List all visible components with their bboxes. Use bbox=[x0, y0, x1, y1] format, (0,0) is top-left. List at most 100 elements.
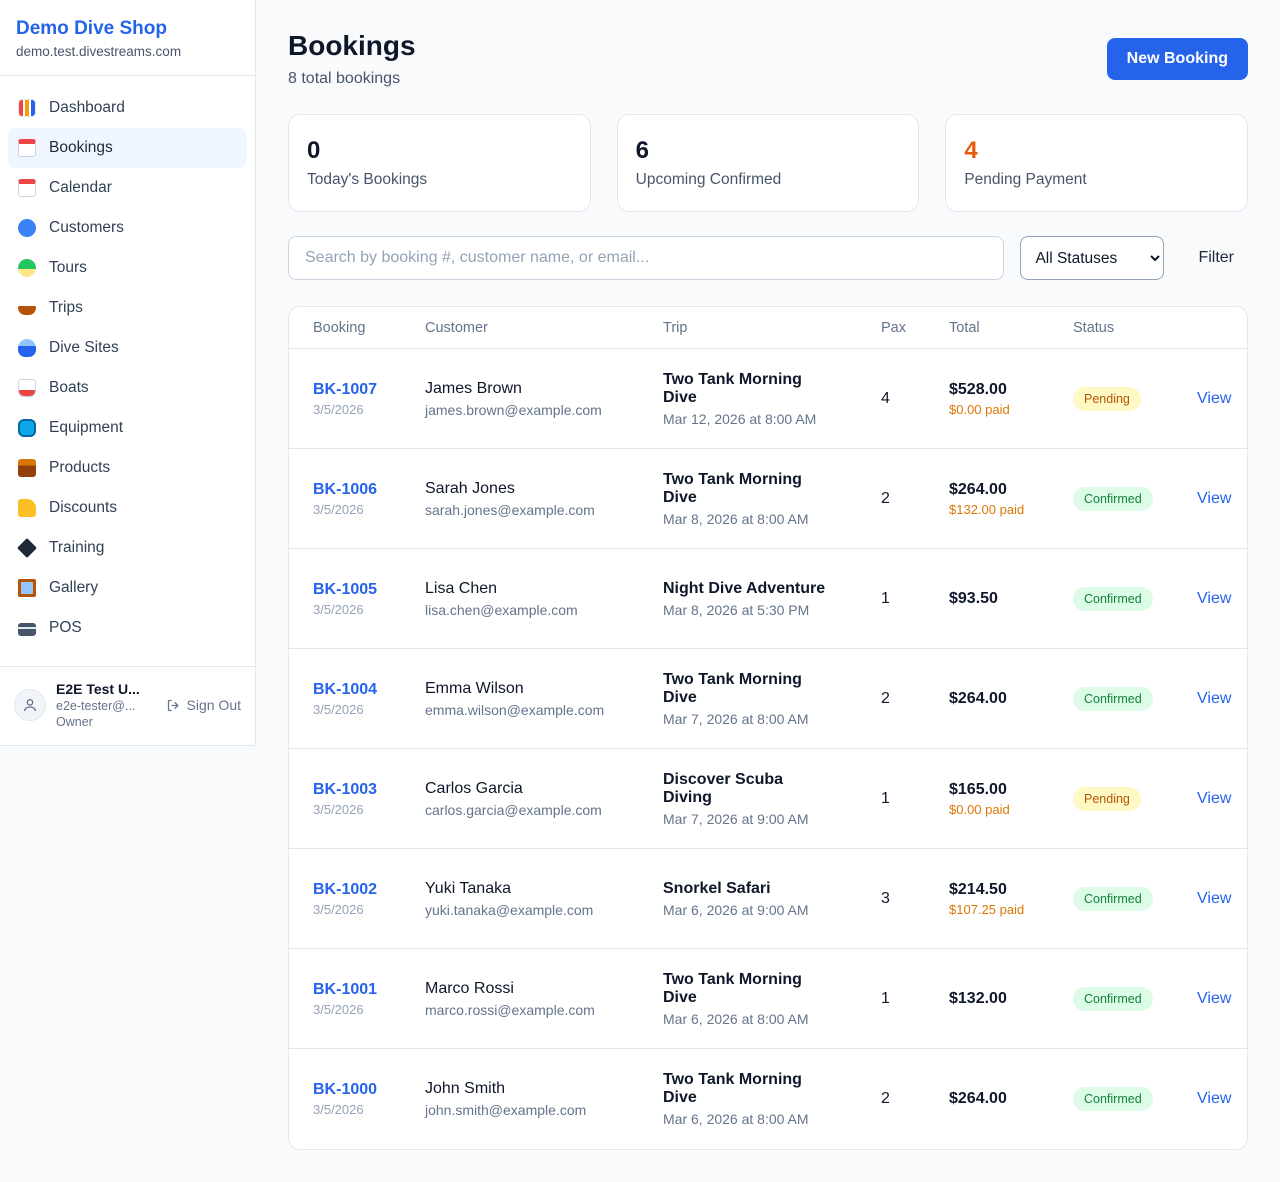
stat-value: 0 bbox=[307, 137, 321, 164]
trip-time: Mar 12, 2026 at 8:00 AM bbox=[663, 410, 817, 427]
sidebar-nav: Dashboard Bookings Calendar Customers To… bbox=[0, 76, 255, 658]
column-header-total: Total bbox=[949, 319, 980, 336]
view-link[interactable]: View bbox=[1197, 889, 1232, 907]
island-icon bbox=[18, 259, 36, 277]
view-link[interactable]: View bbox=[1197, 789, 1232, 807]
booking-link[interactable]: BK-1002 bbox=[313, 880, 378, 898]
boat-icon bbox=[18, 379, 36, 397]
booking-link[interactable]: BK-1000 bbox=[313, 1081, 378, 1098]
user-meta: E2E Test U... e2e-tester@... Owner bbox=[56, 681, 156, 729]
filter-button[interactable]: Filter bbox=[1198, 249, 1234, 266]
paid-amount: $107.25 paid bbox=[949, 901, 1025, 917]
column-header-customer: Customer bbox=[425, 319, 488, 336]
pax-count: 3 bbox=[881, 889, 890, 907]
sidebar-item-gallery[interactable]: Gallery bbox=[8, 568, 247, 608]
booking-link[interactable]: BK-1004 bbox=[313, 680, 378, 698]
customer-name: Emma Wilson bbox=[425, 679, 524, 697]
sidebar-item-label: Equipment bbox=[49, 419, 124, 436]
status-badge: Pending bbox=[1073, 786, 1141, 811]
status-badge: Confirmed bbox=[1073, 686, 1153, 711]
sidebar-item-label: POS bbox=[49, 619, 82, 636]
sidebar-item-discounts[interactable]: Discounts bbox=[8, 488, 247, 528]
sidebar-item-customers[interactable]: Customers bbox=[8, 208, 247, 248]
calendar-icon bbox=[18, 179, 36, 197]
trip-time: Mar 8, 2026 at 8:00 AM bbox=[663, 510, 809, 527]
paid-amount: $0.00 paid bbox=[949, 401, 1010, 417]
booking-link[interactable]: BK-1001 bbox=[313, 980, 378, 998]
column-header-status: Status bbox=[1073, 319, 1115, 336]
view-link[interactable]: View bbox=[1197, 389, 1232, 407]
view-link[interactable]: View bbox=[1197, 489, 1232, 507]
total-amount: $264.00 bbox=[949, 480, 1007, 498]
package-icon bbox=[18, 459, 36, 477]
booking-link[interactable]: BK-1007 bbox=[313, 380, 378, 398]
new-booking-button[interactable]: New Booking bbox=[1106, 38, 1248, 80]
status-badge: Confirmed bbox=[1073, 886, 1153, 911]
customer-email: emma.wilson@example.com bbox=[425, 701, 605, 718]
pax-count: 1 bbox=[881, 589, 890, 607]
picture-icon bbox=[18, 579, 36, 597]
brand-name[interactable]: Demo Dive Shop bbox=[16, 18, 167, 39]
customer-email: yuki.tanaka@example.com bbox=[425, 901, 594, 918]
booking-link[interactable]: BK-1005 bbox=[313, 580, 378, 598]
user-role: Owner bbox=[56, 715, 93, 729]
sidebar-item-label: Tours bbox=[49, 259, 87, 276]
stat-value: 6 bbox=[635, 137, 650, 164]
filter-row: All Statuses Filter bbox=[288, 236, 1248, 280]
trip-time: Mar 6, 2026 at 8:00 AM bbox=[663, 1111, 809, 1127]
booking-link[interactable]: BK-1006 bbox=[313, 480, 378, 498]
sidebar-item-trips[interactable]: Trips bbox=[8, 288, 247, 328]
customer-email: sarah.jones@example.com bbox=[425, 501, 595, 518]
sidebar-item-training[interactable]: Training bbox=[8, 528, 247, 568]
pax-count: 4 bbox=[881, 389, 890, 407]
credit-card-icon bbox=[18, 623, 36, 636]
customer-name: Sarah Jones bbox=[425, 479, 515, 497]
sidebar-item-label: Dive Sites bbox=[49, 339, 119, 356]
stat-value: 4 bbox=[964, 137, 978, 164]
view-link[interactable]: View bbox=[1197, 589, 1232, 607]
sidebar-item-calendar[interactable]: Calendar bbox=[8, 168, 247, 208]
sign-out-button[interactable]: Sign Out bbox=[166, 697, 241, 713]
paid-amount: $132.00 paid bbox=[949, 501, 1025, 517]
customer-email: james.brown@example.com bbox=[425, 401, 602, 418]
status-badge: Confirmed bbox=[1073, 986, 1153, 1011]
stat-label: Pending Payment bbox=[964, 171, 1087, 188]
booking-date: 3/5/2026 bbox=[313, 601, 364, 617]
avatar bbox=[14, 689, 46, 721]
pax-count: 2 bbox=[881, 689, 890, 707]
sidebar-item-label: Calendar bbox=[49, 179, 112, 196]
status-select[interactable]: All Statuses bbox=[1020, 236, 1165, 280]
view-link[interactable]: View bbox=[1197, 689, 1232, 707]
sidebar-item-label: Bookings bbox=[49, 139, 113, 156]
stat-label: Today's Bookings bbox=[307, 171, 428, 188]
user-email: e2e-tester@... bbox=[56, 699, 136, 713]
sidebar-item-bookings[interactable]: Bookings bbox=[8, 128, 247, 168]
booking-date: 3/5/2026 bbox=[313, 901, 364, 917]
column-header-trip: Trip bbox=[663, 319, 688, 336]
column-header-booking: Booking bbox=[313, 319, 366, 336]
stat-card-pending-payment: 4 Pending Payment bbox=[945, 114, 1249, 212]
status-badge: Pending bbox=[1073, 386, 1141, 411]
sidebar-item-dive-sites[interactable]: Dive Sites bbox=[8, 328, 247, 368]
sidebar-item-label: Dashboard bbox=[49, 99, 125, 116]
booking-date: 3/5/2026 bbox=[313, 401, 364, 417]
sidebar-item-products[interactable]: Products bbox=[8, 448, 247, 488]
table-row: BK-1002 3/5/2026 Yuki Tanaka yuki.tanaka@e… bbox=[289, 849, 1247, 949]
person-icon bbox=[24, 699, 36, 712]
customer-name: Carlos Garcia bbox=[425, 779, 523, 797]
view-link[interactable]: View bbox=[1197, 1090, 1232, 1107]
sidebar-item-tours[interactable]: Tours bbox=[8, 248, 247, 288]
sidebar-item-label: Trips bbox=[49, 299, 83, 316]
search-input[interactable] bbox=[288, 236, 1005, 280]
sidebar-item-boats[interactable]: Boats bbox=[8, 368, 247, 408]
sidebar-item-dashboard[interactable]: Dashboard bbox=[8, 88, 247, 128]
table-row: BK-1006 3/5/2026 Sarah Jones sarah.jones@e… bbox=[289, 449, 1247, 549]
sidebar-item-equipment[interactable]: Equipment bbox=[8, 408, 247, 448]
user-name: E2E Test U... bbox=[56, 681, 140, 697]
view-link[interactable]: View bbox=[1197, 989, 1232, 1007]
sidebar-item-label: Training bbox=[49, 539, 105, 556]
booking-link[interactable]: BK-1003 bbox=[313, 780, 378, 798]
customer-email: carlos.garcia@example.com bbox=[425, 801, 602, 818]
trip-name: Night Dive Adventure bbox=[663, 579, 826, 597]
sidebar-item-pos[interactable]: POS bbox=[8, 608, 247, 648]
